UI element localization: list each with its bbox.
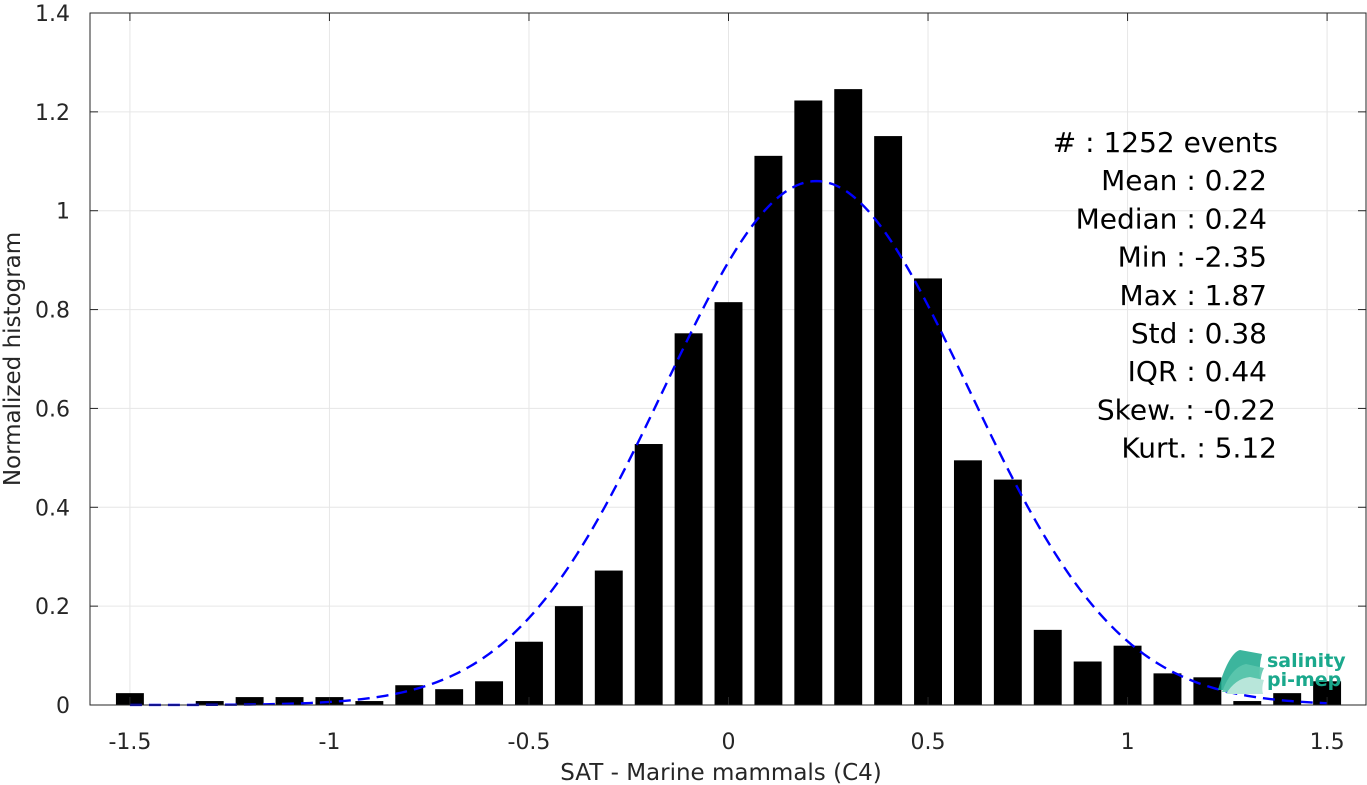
stat-line-2: Median : 0.24: [1076, 202, 1267, 235]
y-tick-label-5: 1: [56, 200, 70, 225]
y-tick-label-2: 0.4: [35, 496, 70, 521]
logo-text-pimep: pi-mep: [1267, 669, 1341, 691]
y-tick-label-0: 0: [56, 694, 70, 719]
histogram-bar-24: [1073, 661, 1102, 705]
x-tick-label-6: 1.5: [1310, 730, 1345, 755]
histogram-bar-19: [874, 136, 903, 705]
histogram-bar-6: [355, 701, 384, 705]
histogram-bar-14: [674, 333, 703, 705]
x-tick-label-2: -0.5: [508, 730, 551, 755]
salinity-pimep-logo: salinity pi-mep: [1218, 650, 1346, 694]
histogram-bar-12: [594, 570, 623, 705]
histogram-bar-30: [1313, 681, 1342, 705]
x-tick-label-1: -1: [318, 730, 340, 755]
histogram-bar-8: [435, 689, 464, 705]
stat-line-1: Mean : 0.22: [1101, 164, 1267, 197]
x-tick-label-0: -1.5: [108, 730, 151, 755]
histogram-bar-11: [554, 606, 583, 705]
x-tick-label-4: 0.5: [911, 730, 946, 755]
histogram-bar-16: [754, 155, 783, 705]
histogram-bar-27: [1193, 677, 1222, 705]
stat-line-3: Min : -2.35: [1118, 241, 1267, 274]
histogram-bar-9: [475, 681, 504, 705]
histogram-bar-23: [1033, 629, 1062, 705]
y-tick-label-3: 0.6: [35, 397, 70, 422]
histogram-bar-22: [993, 479, 1022, 705]
stat-line-6: IQR : 0.44: [1128, 355, 1267, 388]
histogram-bar-26: [1153, 673, 1182, 705]
histogram-bar-18: [834, 89, 863, 706]
histogram-bar-15: [714, 302, 743, 705]
stat-line-7: Skew. : -0.22: [1097, 393, 1276, 426]
histogram-bar-20: [914, 278, 942, 705]
y-tick-label-6: 1.2: [35, 101, 70, 126]
histogram-bar-13: [634, 444, 663, 705]
tick-marks: [90, 12, 1366, 706]
bars: [115, 89, 1342, 706]
stat-line-4: Max : 1.87: [1120, 279, 1267, 312]
histogram-bar-3: [235, 697, 264, 705]
y-tick-label-4: 0.8: [35, 299, 70, 324]
y-tick-labels: 0 0.2 0.4 0.6 0.8 1 1.2 1.4: [35, 2, 70, 719]
x-axis-label: SAT - Marine mammals (C4): [560, 760, 882, 785]
histogram-bar-28: [1233, 701, 1262, 705]
stat-line-0: # : 1252 events: [1053, 126, 1278, 159]
histogram-bar-10: [515, 641, 543, 705]
y-axis-label: Normalized histogram: [0, 232, 26, 486]
x-tick-label-3: 0: [722, 730, 736, 755]
histogram-bar-2: [195, 701, 224, 705]
stats-box: # : 1252 events Mean : 0.22 Median : 0.24 M…: [1053, 126, 1278, 465]
histogram-bar-4: [275, 697, 304, 705]
histogram-bar-21: [953, 460, 982, 705]
stat-line-8: Kurt. : 5.12: [1121, 432, 1277, 465]
grid-lines: [90, 12, 1367, 706]
x-tick-labels: -1.5 -1 -0.5 0 0.5 1 1.5: [108, 730, 1344, 755]
histogram-bar-17: [794, 100, 823, 705]
histogram-bar-7: [395, 685, 424, 705]
y-tick-label-1: 0.2: [35, 595, 70, 620]
logo-wave-icon: [1218, 650, 1264, 694]
logo-text-salinity: salinity: [1267, 650, 1346, 672]
stat-line-5: Std : 0.38: [1131, 317, 1267, 350]
x-tick-label-5: 1: [1121, 730, 1135, 755]
histogram-bar-25: [1113, 645, 1142, 705]
y-tick-label-7: 1.4: [35, 2, 70, 27]
histogram-bar-29: [1273, 693, 1302, 705]
